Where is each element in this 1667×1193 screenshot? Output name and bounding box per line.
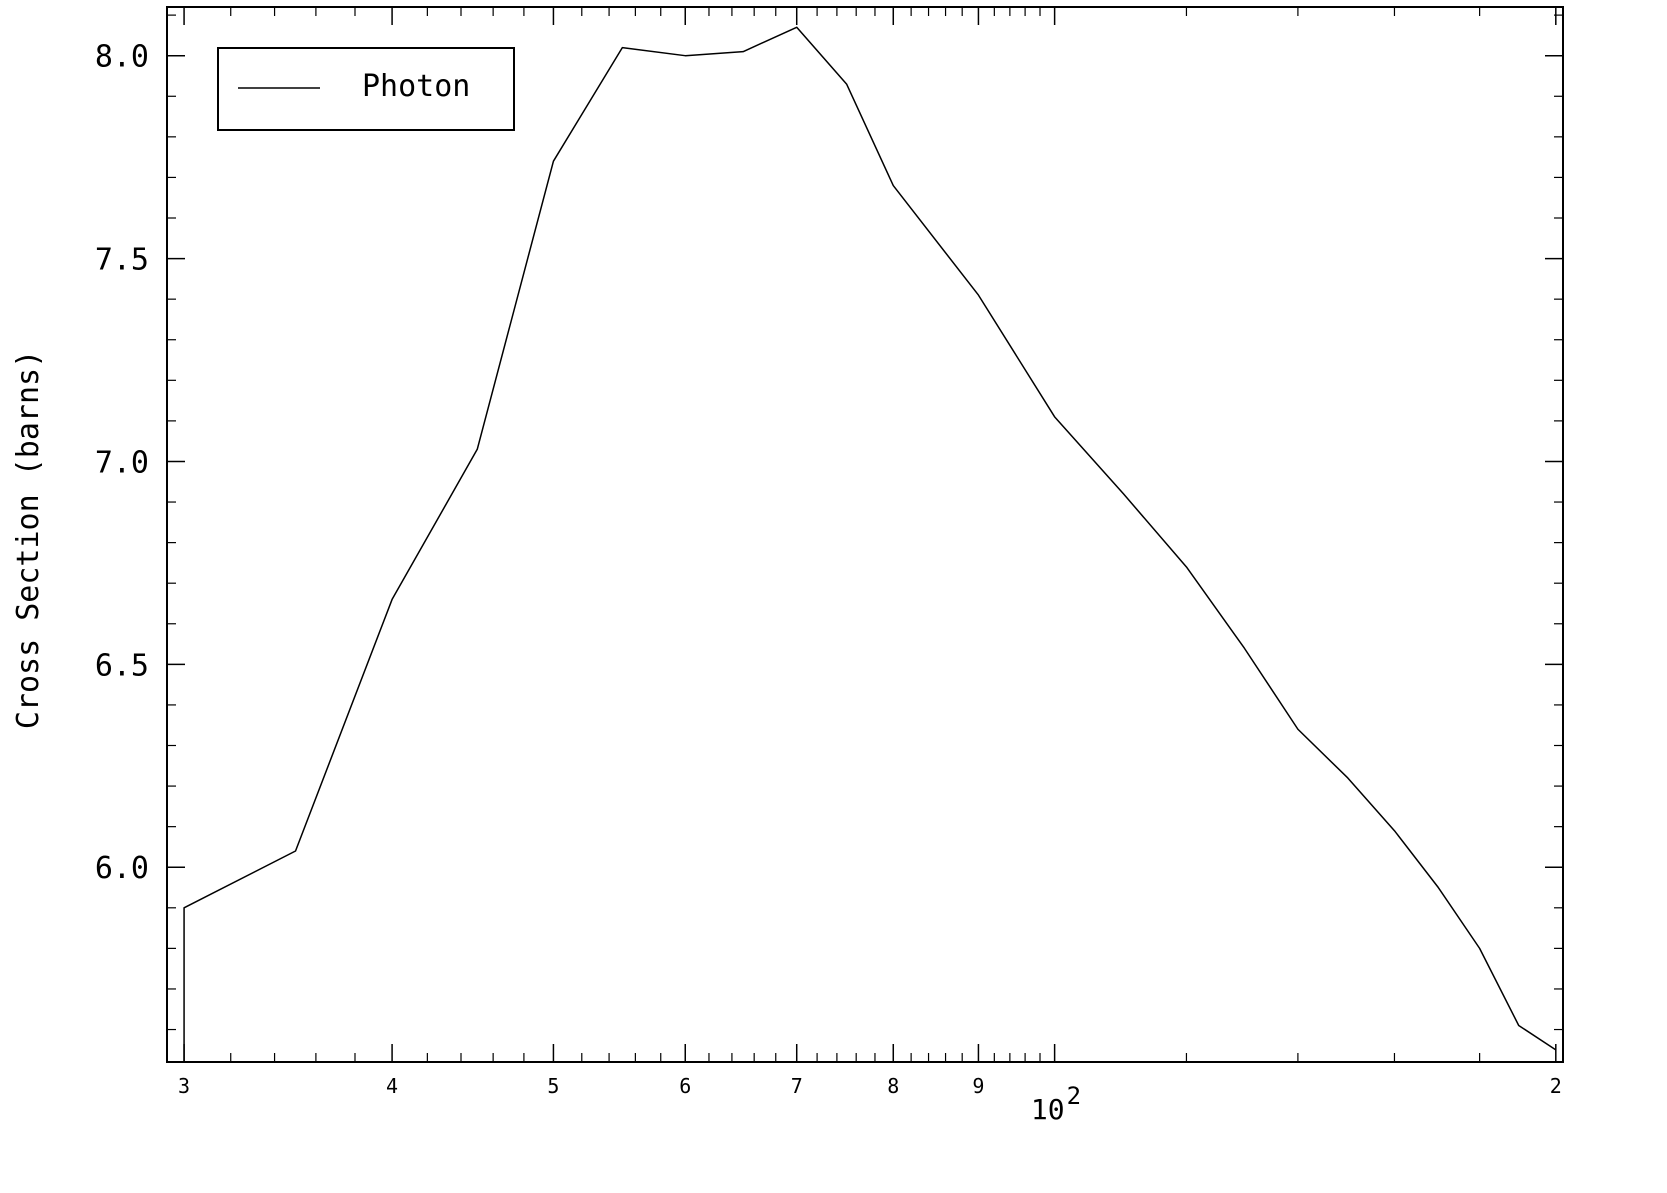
plot-frame: [166, 6, 1564, 1063]
x-tick-label: 7: [791, 1074, 803, 1098]
x-tick-label: 3: [178, 1074, 190, 1098]
y-axis-label: Cross Section (barns): [11, 350, 46, 729]
x-tick-label: 8: [887, 1074, 899, 1098]
y-axis-tick-labels: 6.0 6.5 7.0 7.5 8.0: [95, 40, 149, 887]
x-axis-tick-labels: 3 4 5 6 7 8 9 210 2: [178, 1074, 1562, 1126]
x-decade-label-base: 10: [1031, 1093, 1065, 1126]
y-tick-label: 6.5: [95, 648, 149, 683]
x-tick-label: 4: [386, 1074, 398, 1098]
y-tick-label: 8.0: [95, 40, 149, 75]
legend: Photon: [217, 47, 515, 131]
x-axis-ticks: [183, 7, 1557, 1062]
legend-box: [217, 47, 515, 131]
y-tick-label: 7.5: [95, 243, 149, 278]
series-line-photon: [183, 26, 1557, 1062]
x-tick-label: 9: [972, 1074, 984, 1098]
x-tick-label: 6: [679, 1074, 691, 1098]
x-tick-label: 2: [1550, 1074, 1562, 1098]
y-tick-label: 6.0: [95, 851, 149, 886]
y-axis-ticks: [167, 14, 1563, 1031]
x-tick-label: 5: [547, 1074, 559, 1098]
x-decade-label-exponent: 2: [1067, 1082, 1081, 1110]
y-tick-label: 7.0: [95, 445, 149, 480]
series-group: [183, 26, 1557, 1062]
legend-label-photon: Photon: [362, 69, 470, 104]
